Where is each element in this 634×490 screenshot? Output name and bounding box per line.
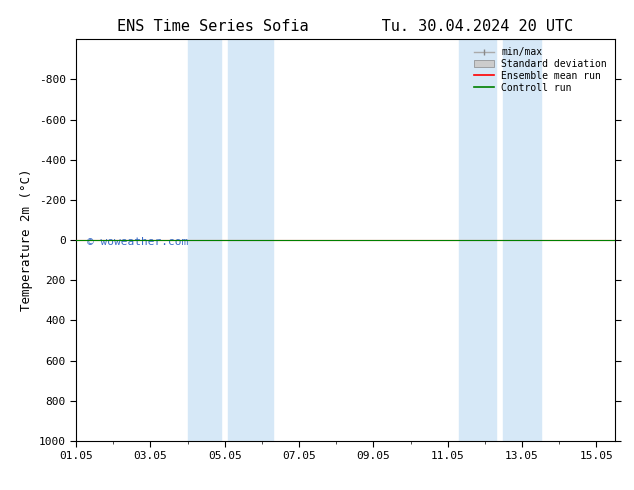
Bar (188, 39, 221, 441)
Bar (503, 39, 541, 441)
Bar (228, 39, 273, 441)
Legend: min/max, Standard deviation, Ensemble mean run, Controll run: min/max, Standard deviation, Ensemble me… (471, 44, 610, 96)
Bar (459, 39, 496, 441)
Title: ENS Time Series Sofia        Tu. 30.04.2024 20 UTC: ENS Time Series Sofia Tu. 30.04.2024 20 … (117, 19, 574, 34)
Y-axis label: Temperature 2m (°C): Temperature 2m (°C) (20, 169, 33, 311)
Text: © woweather.com: © woweather.com (87, 237, 188, 247)
